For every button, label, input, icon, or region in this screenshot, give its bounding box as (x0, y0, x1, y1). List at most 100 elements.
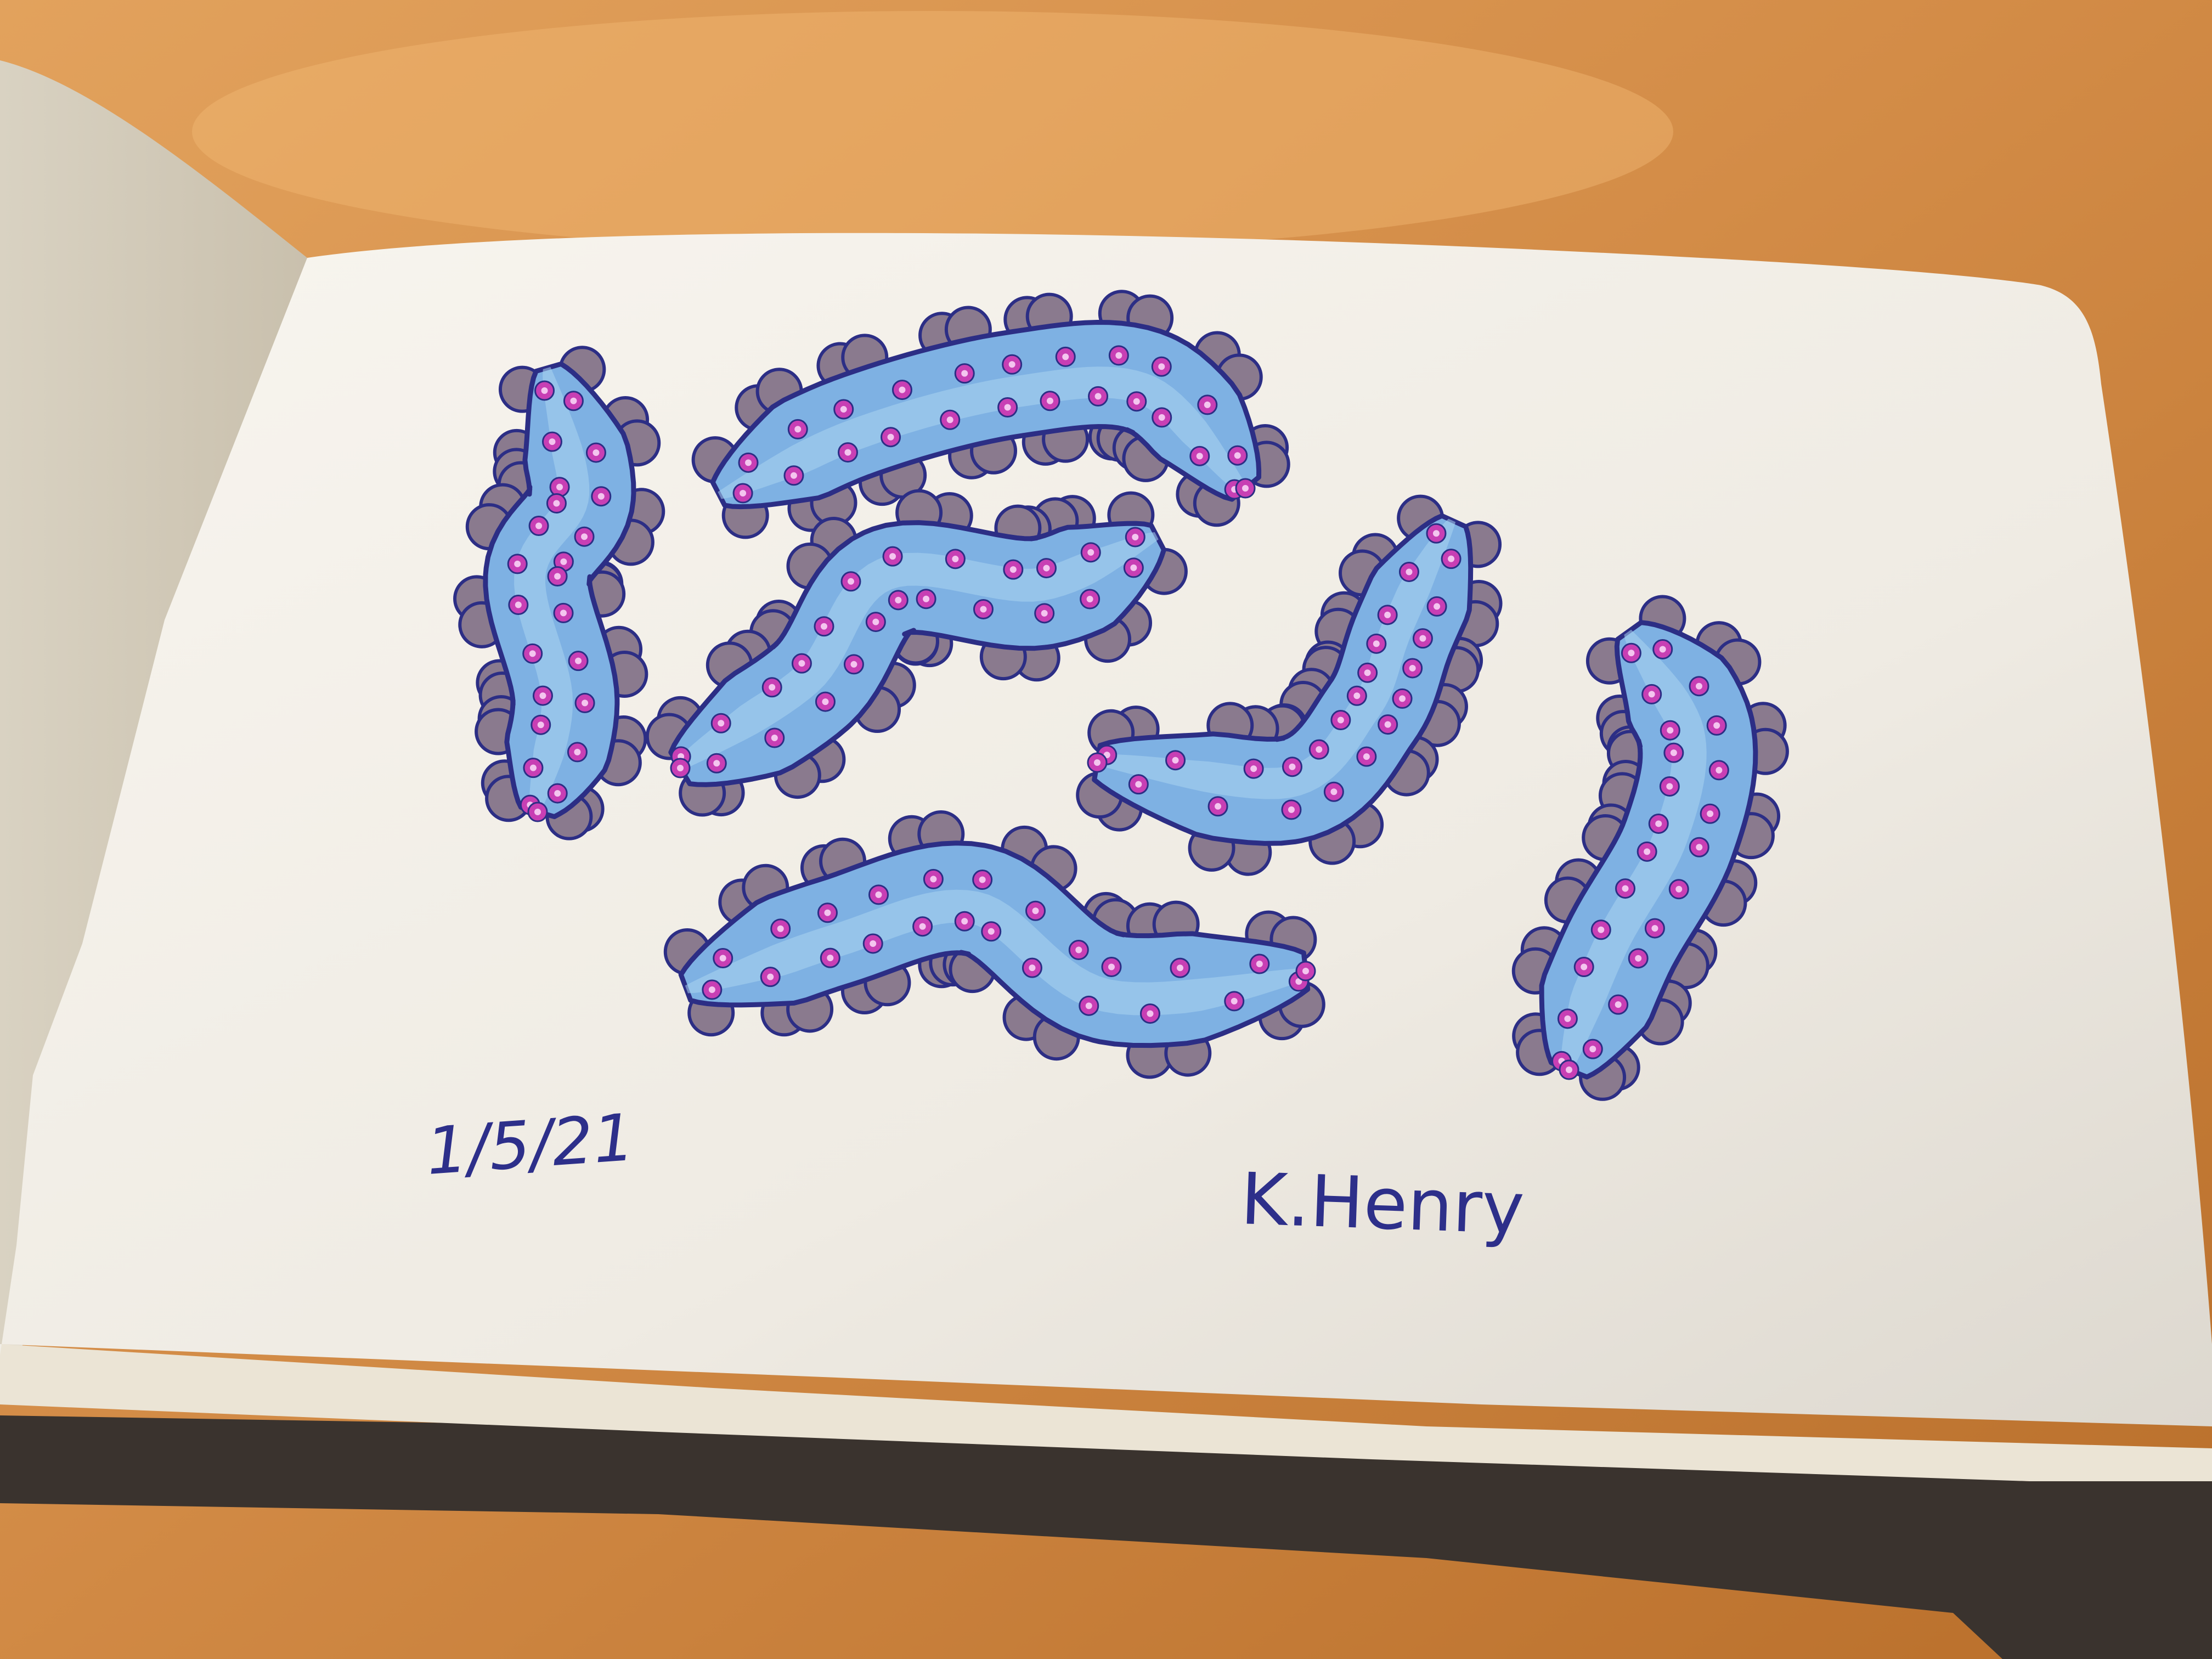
tentacle-spot-center (541, 387, 548, 394)
tentacle-spot-center (1666, 783, 1673, 790)
tentacle-spot-center (988, 928, 995, 935)
tentacle-spot-center (1384, 611, 1391, 618)
tentacle-spot-center (1008, 361, 1015, 368)
tentacle-spot-center (719, 955, 726, 962)
tentacle-spot-center (1675, 885, 1683, 893)
tentacle-spot-center (745, 459, 752, 466)
tentacle-spot-center (1176, 964, 1183, 972)
tentacle-spot-center (840, 406, 847, 413)
tentacle-spot-center (899, 386, 906, 393)
tentacle-spot-center (889, 553, 896, 560)
tentacle-drawing (453, 290, 1789, 1101)
tentacle-spot-center (895, 596, 902, 603)
tentacle-spot-center (767, 973, 774, 980)
tentacle-spot-center (1628, 650, 1635, 657)
tentacle-spot-center (1295, 978, 1302, 985)
tentacle-spot-center (1434, 603, 1441, 610)
tentacle-spot-center (582, 699, 589, 707)
tentacle-spot-center (1659, 646, 1666, 653)
tentacle-spot-center (1406, 568, 1413, 575)
table-highlight (192, 11, 1673, 252)
tentacle-spot-center (553, 500, 560, 507)
tentacle-spot-center (822, 698, 829, 706)
tentacle-spot-center (769, 684, 776, 691)
tentacle-spot-center (1133, 398, 1140, 405)
tentacle-spot-center (677, 765, 684, 771)
tentacle-spot-center (1598, 926, 1605, 933)
bottom-center-tentacle (663, 810, 1325, 1079)
tentacle-spot-center (534, 809, 541, 815)
tentacle-spot-center (570, 397, 577, 404)
tentacle-spot-center (1158, 363, 1165, 370)
tentacle-spot-center (740, 489, 747, 496)
tentacle-spot-center (597, 493, 605, 500)
tentacle-spot-center (887, 433, 894, 441)
tentacle-spot-center (820, 623, 827, 630)
tentacle-spot-center (870, 940, 877, 947)
tentacle-spot-center (1648, 691, 1655, 698)
tentacle-spot-center (1046, 397, 1053, 404)
tentacle-spot-center (1373, 640, 1380, 647)
tentacle-spot-center (1242, 485, 1249, 492)
tentacle-spot-center (1635, 955, 1642, 962)
tentacle-spot-center (575, 657, 582, 664)
tentacle-spot-center (1707, 810, 1714, 817)
tentacle-spot-center (1713, 722, 1720, 729)
tentacle-spot-center (1330, 788, 1338, 795)
tentacle-spot-center (1115, 352, 1122, 359)
tentacle-spot-center (514, 560, 521, 567)
tentacle-spot-center (1615, 1001, 1622, 1008)
tentacle-spot-center (1029, 964, 1036, 972)
tentacle-spot-center (1564, 1015, 1571, 1022)
tentacle-spot-center (556, 483, 563, 490)
tentacle-spot-center (1419, 635, 1426, 642)
left-vertical-tentacle (453, 346, 665, 840)
tentacle-spot-center (777, 925, 784, 932)
tentacle-spot-center (1231, 997, 1238, 1005)
tentacle-spot-center (1172, 757, 1179, 764)
tentacle-highlight (1097, 518, 1456, 799)
tentacle-spot-center (592, 449, 600, 456)
center-right-tentacle (1076, 494, 1503, 876)
tentacle-spot-center (1158, 414, 1165, 421)
tentacle-spot-center (1041, 610, 1048, 617)
tentacle-highlight (676, 532, 1159, 771)
tentacle-spot-center (1716, 766, 1723, 774)
tentacle-spot-center (1256, 961, 1263, 968)
tentacle-spot-center (1448, 555, 1455, 562)
tentacle-highlight (685, 889, 1307, 1015)
tentacle-spot-center (1622, 885, 1629, 892)
tentacle-spot-center (1363, 753, 1370, 760)
tentacle-spot-center (790, 472, 797, 479)
tentacle-spot-center (718, 720, 725, 727)
tentacle-spot-center (515, 601, 522, 608)
tentacle-spot-center (850, 661, 857, 668)
tentacle-spot-center (539, 692, 546, 699)
tentacle-spot-center (1132, 534, 1139, 541)
tentacle-spot-center (1086, 596, 1093, 603)
tentacle-spot-center (1094, 759, 1101, 766)
tentacle-spot-center (798, 660, 805, 667)
tentacle-spot-center (560, 610, 567, 617)
tentacle-spot-center (1432, 530, 1440, 537)
tentacle-spot-center (574, 748, 581, 755)
tentacle-spot-center (1302, 968, 1309, 974)
tentacle-spot-center (529, 650, 536, 657)
tentacle-spot-center (1204, 401, 1211, 408)
tentacle-spot-center (1215, 803, 1222, 810)
tentacle-spot-center (946, 416, 953, 424)
tentacle-spot-center (1364, 669, 1371, 676)
tentacle-spot-center (554, 573, 561, 580)
tentacle-spot-center (1043, 565, 1050, 572)
tentacle-spot-center (961, 370, 968, 377)
tentacle-spot-center (794, 426, 802, 433)
tentacle-spot-center (1651, 925, 1658, 932)
tentacle-spot-center (979, 876, 986, 883)
tentacle-spot-center (1196, 453, 1203, 460)
tentacle-spot-center (1250, 765, 1257, 772)
tentacle-spot-center (1695, 682, 1702, 690)
tentacle-spot-center (1288, 806, 1295, 813)
tentacle-spot-center (1566, 1066, 1572, 1073)
